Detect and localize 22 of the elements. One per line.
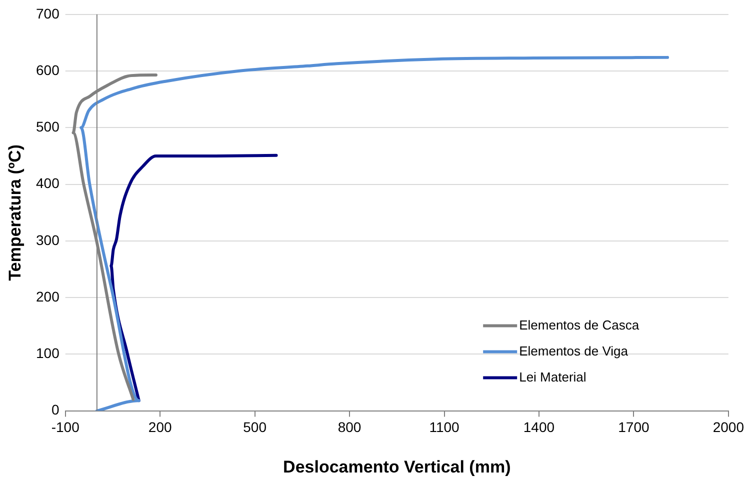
legend-label: Elementos de Viga [519,343,629,358]
x-tick-label: 200 [148,419,172,436]
x-tick-label: 500 [243,419,267,436]
y-tick-label: 0 [52,402,60,418]
x-tick-label: 1100 [429,419,460,436]
y-tick-label: 600 [36,62,60,78]
line-series [80,56,669,411]
x-tick-label: 2000 [712,419,744,436]
y-tick-label: 400 [36,175,60,192]
y-tick-label: 500 [36,118,60,135]
x-axis-title: Deslocamento Vertical (mm) [283,457,511,476]
x-tick-label: -100 [51,419,80,436]
y-tick-label: 100 [36,345,60,362]
legend-label: Lei Material [519,369,586,384]
y-tick-label: 700 [36,5,60,22]
x-tick-label: 1700 [618,419,650,436]
y-tick-label: 300 [36,232,60,248]
y-axis-title: Temperatura (ºC) [6,144,25,281]
x-tick-label: 1400 [523,419,555,436]
x-tick-label: 800 [338,419,362,436]
legend-label: Elementos de Casca [519,317,640,332]
y-tick-label: 200 [36,288,60,304]
